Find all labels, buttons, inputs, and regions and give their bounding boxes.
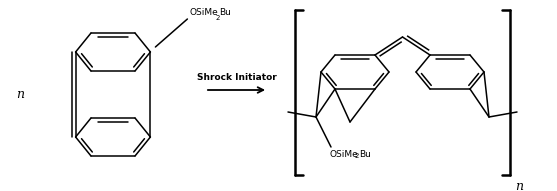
Text: Bu: Bu (219, 8, 231, 17)
Text: 2: 2 (216, 15, 220, 21)
Text: 2: 2 (355, 153, 359, 159)
Text: Shrock Initiator: Shrock Initiator (197, 73, 276, 82)
Text: Bu: Bu (359, 150, 371, 159)
Text: OSiMe: OSiMe (189, 8, 218, 17)
Text: n: n (515, 180, 523, 191)
Text: OSiMe: OSiMe (329, 150, 358, 159)
Text: n: n (16, 88, 24, 101)
